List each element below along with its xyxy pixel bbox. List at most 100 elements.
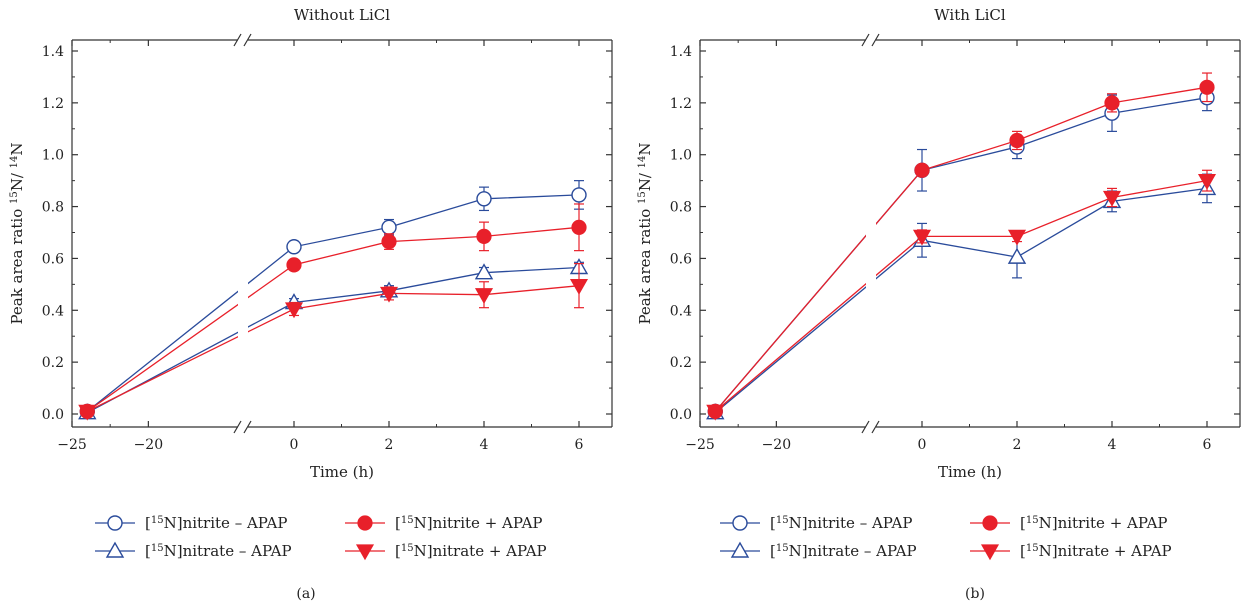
legend-marker bbox=[730, 541, 750, 558]
legend-label: [15N]nitrite + APAP bbox=[1020, 514, 1168, 532]
panel-letter: (a) bbox=[296, 586, 315, 602]
data-point bbox=[1197, 174, 1217, 190]
series-line bbox=[86, 226, 580, 412]
y-tick-label: 0.6 bbox=[42, 251, 64, 267]
data-point bbox=[1007, 247, 1027, 264]
y-tick-label: 1.2 bbox=[670, 96, 692, 112]
data-point bbox=[284, 302, 304, 319]
y-tick-label: 0.0 bbox=[42, 407, 64, 423]
legend-marker bbox=[107, 515, 123, 531]
y-axis-label: Peak area ratio 15N/ 14N bbox=[8, 142, 26, 324]
legend-marker bbox=[105, 541, 125, 558]
data-point bbox=[286, 239, 302, 255]
legend-label: [15N]nitrate + APAP bbox=[1020, 542, 1172, 560]
data-point bbox=[1007, 229, 1027, 246]
chart-title: Without LiCl bbox=[294, 6, 390, 24]
series-line bbox=[86, 266, 580, 414]
y-tick-label: 0.6 bbox=[670, 251, 692, 267]
x-tick-label: 0 bbox=[918, 437, 927, 453]
x-tick-label: −20 bbox=[134, 437, 164, 453]
data-point bbox=[1104, 95, 1120, 111]
series-nitrate-minus bbox=[706, 173, 1217, 420]
legend-item: [15N]nitrite – APAP bbox=[95, 514, 287, 532]
y-tick-label: 1.2 bbox=[42, 96, 64, 112]
y-tick-label: 0.8 bbox=[670, 200, 692, 216]
y-axis-label: Peak area ratio 15N/ 14N bbox=[636, 142, 654, 324]
legend-marker bbox=[982, 515, 998, 531]
series-line bbox=[87, 285, 580, 412]
y-tick-label: 0.4 bbox=[670, 303, 692, 319]
legend: [15N]nitrite – APAP [15N]nitrate – APAP [1… bbox=[720, 514, 1172, 561]
y-tick-label: 1.4 bbox=[670, 44, 692, 60]
chart-panel-a: Without LiCl 0.0 0.2 0.4 0.6 0.8 1.0 1.2 1.4 −25 −… bbox=[8, 6, 613, 602]
break-gap bbox=[238, 48, 248, 419]
x-tick-label: 6 bbox=[1203, 437, 1212, 453]
data-point bbox=[476, 191, 492, 207]
legend-marker bbox=[357, 515, 373, 531]
legend-label: [15N]nitrite + APAP bbox=[395, 514, 543, 532]
panel-letter: (b) bbox=[965, 586, 985, 602]
x-tick-label: 2 bbox=[1013, 437, 1022, 453]
legend-item: [15N]nitrite + APAP bbox=[345, 514, 543, 532]
data-point bbox=[1199, 79, 1215, 95]
x-tick-label: 0 bbox=[290, 437, 299, 453]
y-tick-label: 1.0 bbox=[42, 148, 64, 164]
y-tick-label: 0.8 bbox=[42, 200, 64, 216]
x-axis-label: Time (h) bbox=[310, 463, 374, 481]
x-tick-label: −20 bbox=[762, 437, 792, 453]
data-point bbox=[706, 404, 725, 421]
y-tick-label: 1.4 bbox=[42, 44, 64, 60]
series-line bbox=[714, 187, 1208, 414]
legend-label: [15N]nitrate – APAP bbox=[770, 542, 917, 560]
chart-panel-b: With LiCl 0.0 0.2 0.4 0.6 0.8 1.0 1.2 1.4 −25 −20 0… bbox=[636, 6, 1241, 602]
legend-marker bbox=[980, 544, 1000, 561]
axis-break-mark bbox=[233, 33, 242, 47]
series-nitrate-plus bbox=[78, 263, 589, 421]
data-point bbox=[571, 219, 587, 235]
legend-label: [15N]nitrite – APAP bbox=[770, 514, 912, 532]
legend-item: [15N]nitrite + APAP bbox=[970, 514, 1168, 532]
axis-break-mark bbox=[861, 420, 870, 434]
data-point bbox=[569, 279, 589, 295]
legend-label: [15N]nitrite – APAP bbox=[145, 514, 287, 532]
y-tick-label: 0.0 bbox=[670, 407, 692, 423]
legend-item: [15N]nitrite – APAP bbox=[720, 514, 912, 532]
data-point bbox=[914, 162, 930, 178]
x-tick-label: 6 bbox=[575, 437, 584, 453]
data-point bbox=[1009, 132, 1025, 149]
x-tick-label: −25 bbox=[57, 437, 87, 453]
y-tick-label: 1.0 bbox=[670, 148, 692, 164]
series-nitrite-minus bbox=[707, 84, 1215, 420]
series-nitrite-minus bbox=[79, 180, 587, 420]
series-line bbox=[714, 179, 1208, 412]
y-tick-label: 0.2 bbox=[670, 355, 692, 371]
axis-break-mark bbox=[243, 33, 252, 47]
legend-label: [15N]nitrate – APAP bbox=[145, 542, 292, 560]
legend-item: [15N]nitrate – APAP bbox=[95, 541, 292, 560]
legend-item: [15N]nitrate + APAP bbox=[970, 542, 1172, 561]
data-point bbox=[1102, 190, 1122, 207]
chart-title: With LiCl bbox=[934, 6, 1006, 24]
x-axis-label: Time (h) bbox=[938, 463, 1002, 481]
legend-marker bbox=[355, 544, 375, 561]
data-point bbox=[78, 404, 97, 421]
series-nitrate-plus bbox=[706, 169, 1217, 421]
y-tick-label: 0.2 bbox=[42, 355, 64, 371]
axis-break-mark bbox=[871, 33, 880, 47]
x-tick-label: 2 bbox=[385, 437, 394, 453]
data-point bbox=[474, 263, 494, 280]
series-nitrite-plus bbox=[707, 72, 1215, 420]
legend-item: [15N]nitrate + APAP bbox=[345, 542, 547, 561]
series-nitrite-plus bbox=[79, 203, 587, 420]
data-point bbox=[571, 187, 587, 203]
data-point bbox=[912, 229, 932, 246]
axis-break-mark bbox=[233, 420, 242, 434]
series-line bbox=[714, 97, 1208, 412]
legend-marker bbox=[732, 515, 748, 531]
data-point bbox=[286, 257, 302, 273]
x-tick-label: 4 bbox=[1108, 437, 1117, 453]
data-point bbox=[381, 219, 397, 236]
data-point bbox=[381, 233, 397, 250]
legend: [15N]nitrite – APAP [15N]nitrate – APAP [1… bbox=[95, 514, 547, 561]
